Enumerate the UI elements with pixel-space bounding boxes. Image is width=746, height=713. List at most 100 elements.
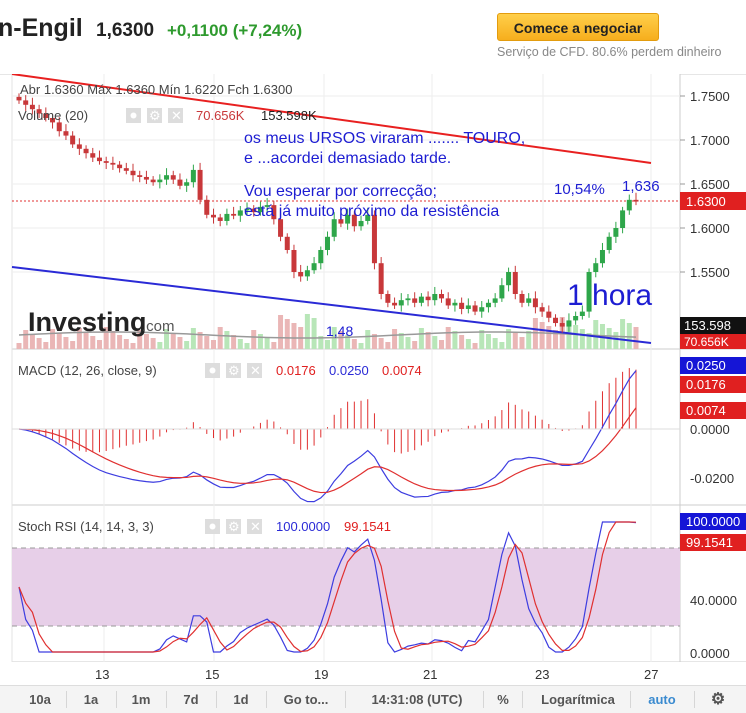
candle[interactable] bbox=[546, 311, 552, 318]
candle[interactable] bbox=[345, 214, 351, 224]
candle[interactable] bbox=[278, 219, 284, 237]
gear-icon[interactable] bbox=[226, 363, 241, 378]
candles[interactable] bbox=[16, 93, 639, 333]
candle[interactable] bbox=[237, 210, 243, 216]
candle[interactable] bbox=[479, 307, 485, 312]
goto-button[interactable]: Go to... bbox=[283, 692, 329, 707]
candle[interactable] bbox=[56, 122, 62, 132]
candle[interactable] bbox=[29, 104, 35, 110]
log-scale-button[interactable]: Logarítmica bbox=[541, 692, 615, 707]
candle[interactable] bbox=[579, 311, 585, 316]
candle[interactable] bbox=[452, 302, 458, 306]
candle[interactable] bbox=[184, 182, 190, 186]
candle[interactable] bbox=[412, 298, 418, 303]
candle[interactable] bbox=[365, 214, 371, 221]
candle[interactable] bbox=[311, 263, 317, 271]
resistance-trendline[interactable] bbox=[11, 73, 652, 164]
candle[interactable] bbox=[425, 296, 431, 301]
candle[interactable] bbox=[559, 323, 565, 327]
candle[interactable] bbox=[251, 208, 257, 213]
candle[interactable] bbox=[338, 219, 344, 224]
candle[interactable] bbox=[96, 157, 102, 162]
candle[interactable] bbox=[325, 236, 330, 250]
candle[interactable] bbox=[103, 161, 109, 163]
candle[interactable] bbox=[465, 305, 471, 309]
candle[interactable] bbox=[43, 113, 49, 118]
candle[interactable] bbox=[485, 302, 491, 308]
candle[interactable] bbox=[519, 294, 525, 303]
candle[interactable] bbox=[76, 144, 82, 149]
range-1m-button[interactable]: 1m bbox=[131, 692, 151, 707]
candle[interactable] bbox=[36, 109, 42, 114]
candle[interactable] bbox=[231, 213, 237, 216]
auto-scale-button[interactable]: auto bbox=[648, 692, 676, 707]
candle[interactable] bbox=[512, 272, 518, 294]
candle[interactable] bbox=[599, 250, 605, 264]
candle[interactable] bbox=[170, 175, 176, 180]
candle[interactable] bbox=[130, 170, 136, 176]
range-7d-button[interactable]: 7d bbox=[183, 692, 199, 707]
candle[interactable] bbox=[16, 96, 22, 101]
candle[interactable] bbox=[626, 199, 632, 211]
candle[interactable] bbox=[264, 205, 270, 207]
percent-scale-button[interactable]: % bbox=[497, 692, 509, 707]
price-chart[interactable]: Investing .com Abr 1.6360 Máx 1.6360 Mín… bbox=[0, 73, 746, 663]
candle[interactable] bbox=[284, 236, 290, 250]
candle[interactable] bbox=[244, 208, 250, 211]
close-icon[interactable] bbox=[247, 519, 262, 534]
candle[interactable] bbox=[351, 214, 357, 227]
range-1d-button[interactable]: 1d bbox=[233, 692, 249, 707]
candle[interactable] bbox=[197, 169, 203, 200]
candle[interactable] bbox=[23, 100, 29, 105]
candle[interactable] bbox=[532, 298, 538, 308]
candle[interactable] bbox=[499, 285, 505, 299]
support-trendline[interactable] bbox=[11, 266, 652, 344]
range-1y-button[interactable]: 1a bbox=[83, 692, 99, 707]
candle[interactable] bbox=[378, 263, 384, 294]
candle[interactable] bbox=[291, 250, 297, 272]
candle[interactable] bbox=[405, 298, 411, 301]
settings-gear-icon[interactable]: ⚙ bbox=[710, 691, 726, 708]
candle[interactable] bbox=[70, 135, 76, 145]
candle[interactable] bbox=[553, 317, 559, 324]
candle[interactable] bbox=[586, 272, 592, 312]
candle[interactable] bbox=[318, 250, 324, 264]
candle[interactable] bbox=[371, 214, 377, 264]
candle[interactable] bbox=[539, 307, 545, 312]
gear-icon[interactable] bbox=[147, 108, 162, 123]
candle[interactable] bbox=[418, 296, 424, 303]
candle[interactable] bbox=[204, 199, 210, 215]
candle[interactable] bbox=[210, 214, 216, 218]
candle[interactable] bbox=[566, 320, 572, 327]
candle[interactable] bbox=[137, 175, 143, 177]
candle[interactable] bbox=[50, 118, 56, 123]
candle[interactable] bbox=[459, 302, 465, 309]
candle[interactable] bbox=[157, 179, 163, 183]
candle[interactable] bbox=[63, 131, 69, 136]
candle[interactable] bbox=[445, 298, 451, 306]
candle[interactable] bbox=[392, 302, 398, 306]
candle[interactable] bbox=[257, 206, 263, 213]
start-trading-button[interactable]: Comece a negociar bbox=[497, 13, 659, 41]
candle[interactable] bbox=[492, 298, 498, 303]
candle[interactable] bbox=[593, 263, 599, 272]
candle[interactable] bbox=[573, 316, 579, 321]
candle[interactable] bbox=[110, 162, 116, 165]
candle[interactable] bbox=[83, 148, 89, 154]
candle[interactable] bbox=[117, 164, 123, 169]
candle[interactable] bbox=[143, 176, 149, 180]
candle[interactable] bbox=[472, 305, 478, 312]
candle[interactable] bbox=[177, 179, 183, 186]
candle[interactable] bbox=[526, 298, 532, 303]
candle[interactable] bbox=[432, 294, 438, 301]
candle[interactable] bbox=[398, 300, 404, 306]
close-icon[interactable] bbox=[168, 108, 183, 123]
candle[interactable] bbox=[506, 272, 512, 286]
candle[interactable] bbox=[190, 169, 196, 183]
candle[interactable] bbox=[304, 270, 310, 277]
close-icon[interactable] bbox=[247, 363, 262, 378]
candle[interactable] bbox=[150, 179, 156, 183]
candle[interactable] bbox=[331, 219, 337, 237]
gear-icon[interactable] bbox=[226, 519, 241, 534]
candle[interactable] bbox=[606, 236, 612, 250]
